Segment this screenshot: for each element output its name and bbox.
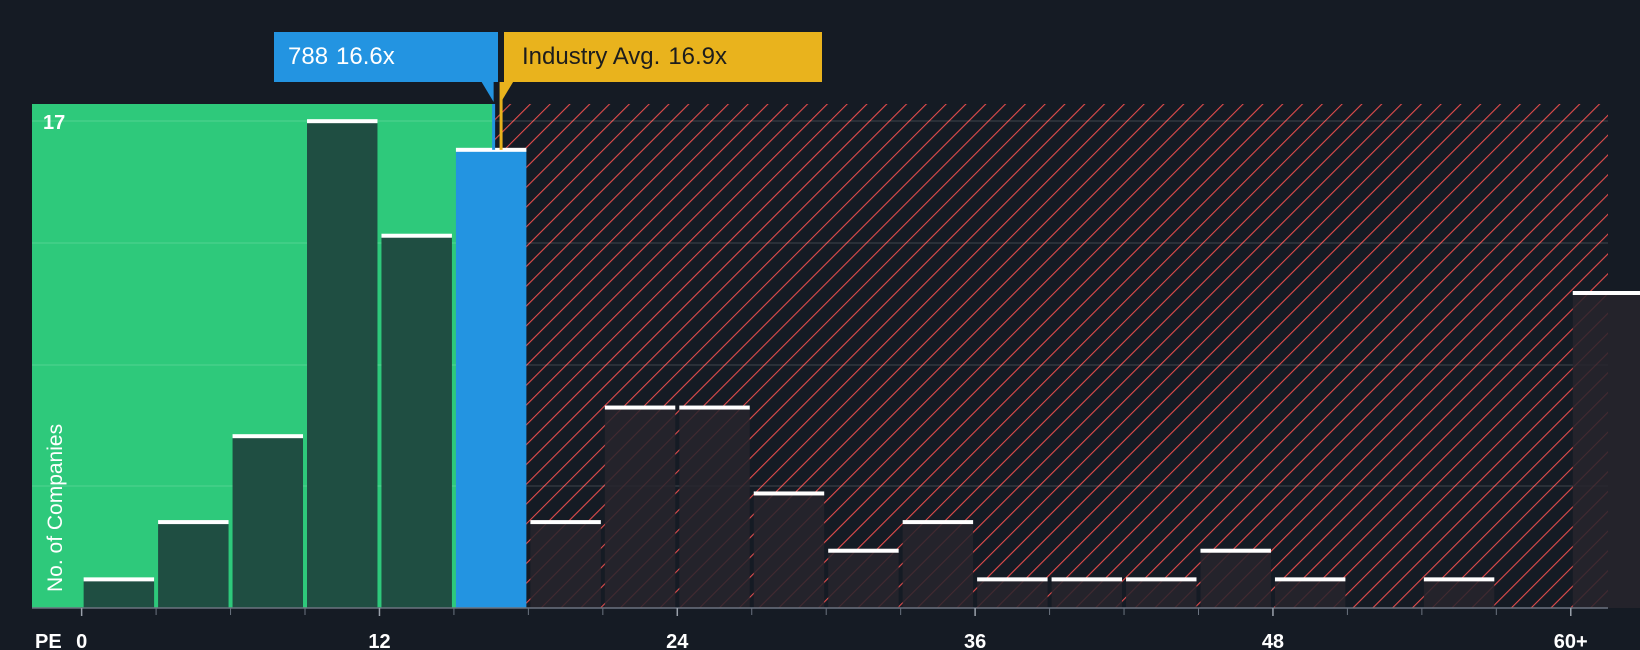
company-ticker: 788 xyxy=(288,43,329,70)
bar-36 xyxy=(977,579,1048,608)
bar-48 xyxy=(1274,579,1346,608)
bar-cap-9 xyxy=(307,119,378,124)
bar-42 xyxy=(1126,579,1197,608)
bar-60 xyxy=(1572,293,1640,608)
bar-cap-60 xyxy=(1572,291,1640,295)
y-axis-label: No. of Companies xyxy=(44,424,67,592)
company-label-pointer xyxy=(481,82,494,102)
bar-39 xyxy=(1051,579,1123,608)
industry-avg-label: Industry Avg. 16.9x xyxy=(504,32,822,82)
x-tick-label-4: 48 xyxy=(1262,631,1284,650)
bar-24 xyxy=(679,407,750,608)
bar-cap-0 xyxy=(83,577,155,582)
bar-3 xyxy=(158,522,229,608)
bar-33 xyxy=(902,522,974,608)
bar-cap-24 xyxy=(679,405,750,410)
bar-27 xyxy=(753,493,825,608)
bar-cap-54 xyxy=(1423,577,1495,582)
bar-cap-18 xyxy=(530,520,601,525)
bar-6 xyxy=(232,436,304,608)
bar-cap-27 xyxy=(753,491,825,496)
industry-avg-value: 16.9x xyxy=(668,43,728,70)
bar-9 xyxy=(307,121,378,608)
bar-cap-45 xyxy=(1200,548,1271,553)
bar-0 xyxy=(83,579,155,608)
bar-cap-33 xyxy=(902,520,974,525)
bar-cap-39 xyxy=(1051,577,1123,582)
bar-18 xyxy=(530,522,601,608)
x-axis-label: PE xyxy=(35,631,62,650)
bar-cap-3 xyxy=(158,520,229,525)
company-pe-value: 16.6x xyxy=(336,43,395,70)
bar-21 xyxy=(604,407,676,608)
company-pe-label: 788 16.6x xyxy=(274,32,498,82)
bar-cap-15 xyxy=(455,147,527,152)
x-tick-label-1: 12 xyxy=(368,631,390,650)
x-tick-label-5: 60+ xyxy=(1554,631,1588,650)
bar-cap-48 xyxy=(1274,577,1346,582)
bar-cap-36 xyxy=(977,577,1048,582)
bar-cap-6 xyxy=(232,434,304,439)
bar-45 xyxy=(1200,550,1271,608)
bar-15 xyxy=(455,149,527,608)
bar-cap-12 xyxy=(381,233,452,238)
x-tick-label-0: 0 xyxy=(76,631,87,650)
bar-cap-30 xyxy=(828,548,899,553)
x-tick-label-2: 24 xyxy=(666,631,689,650)
industry-label-pointer xyxy=(501,82,514,102)
bar-cap-21 xyxy=(604,405,676,410)
y-max-label: 17 xyxy=(43,112,65,134)
bar-cap-42 xyxy=(1126,577,1197,582)
x-tick-label-3: 36 xyxy=(964,631,986,650)
bar-54 xyxy=(1423,579,1495,608)
bar-12 xyxy=(381,235,452,608)
bar-30 xyxy=(828,550,899,608)
industry-avg-text: Industry Avg. xyxy=(522,43,661,70)
